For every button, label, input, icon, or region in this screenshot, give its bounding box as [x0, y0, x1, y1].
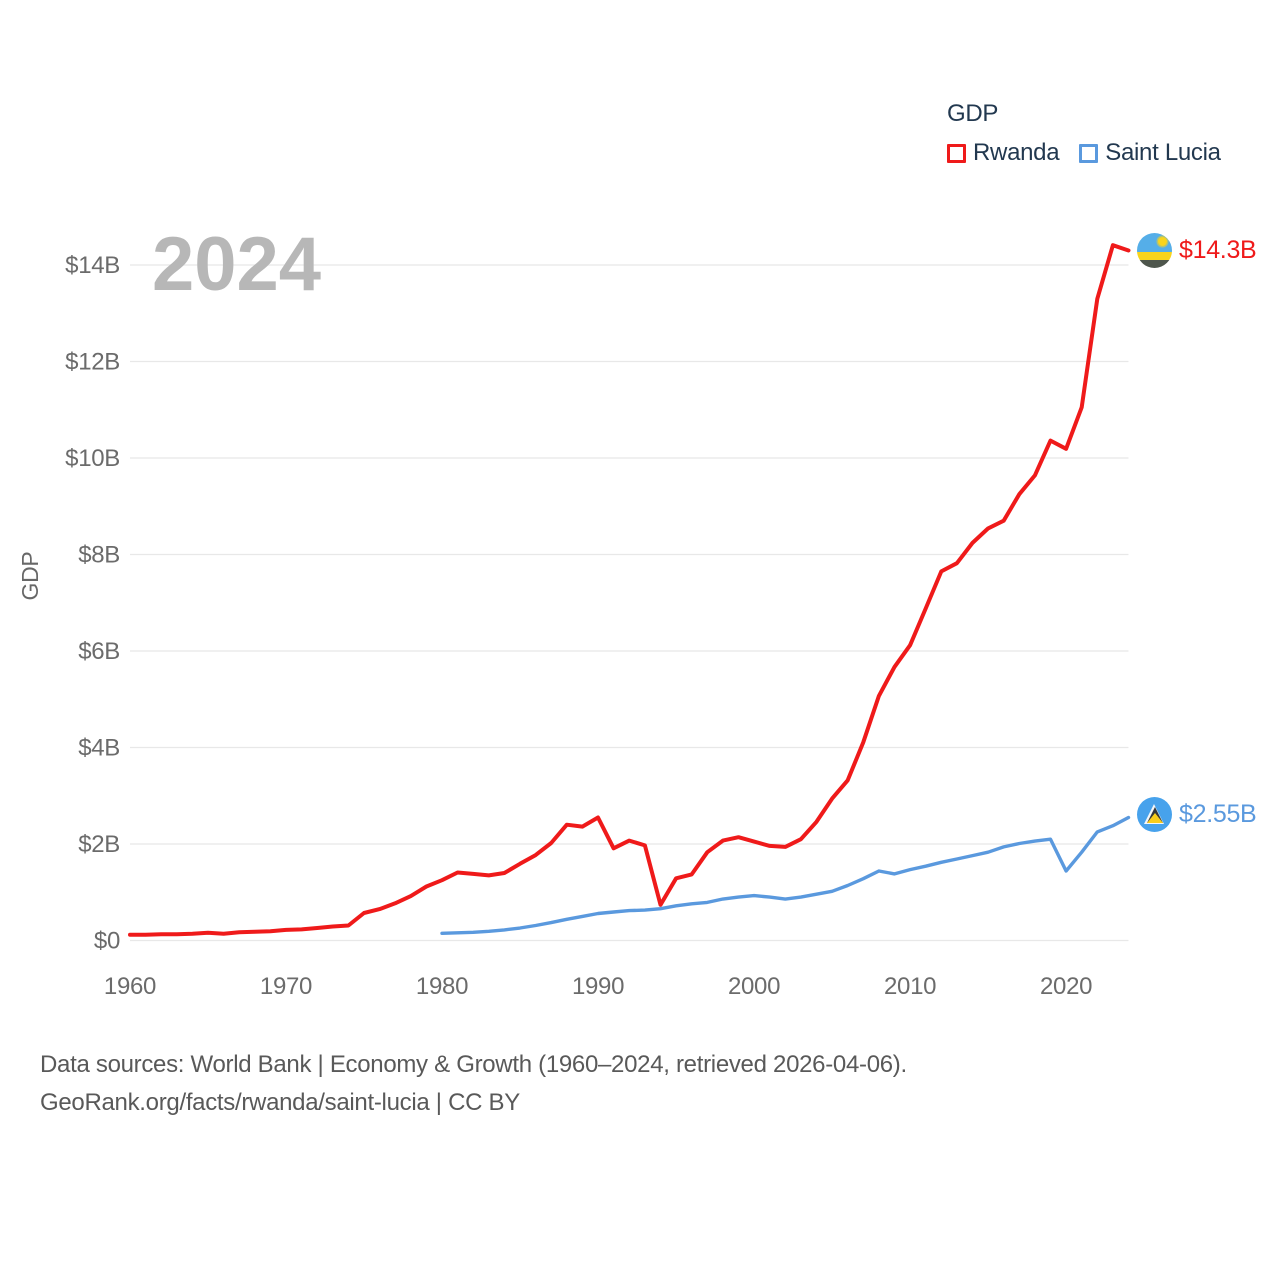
y-tick-label: $14B [65, 252, 120, 279]
rwanda-line[interactable] [128, 243, 1131, 937]
y-tick-label: $6B [78, 638, 120, 665]
saint-lucia-end-value: $2.55B [1179, 800, 1257, 828]
x-tick-label: 1970 [260, 973, 312, 1000]
legend-item-saint-lucia[interactable]: Saint Lucia [1079, 139, 1221, 167]
y-tick-label: $12B [65, 349, 120, 376]
x-tick-label: 2020 [1040, 973, 1092, 1000]
y-tick-label: $0 [94, 928, 120, 955]
saint-lucia-swatch-icon [1079, 143, 1099, 163]
rwanda-end-label: $14.3B [1137, 233, 1257, 268]
saint-lucia-end-label: $2.55B [1137, 797, 1257, 832]
legend-label-rwanda: Rwanda [973, 139, 1060, 166]
x-tick-label: 2010 [884, 973, 936, 1000]
footer-line-link: GeoRank.org/facts/rwanda/saint-lucia | C… [40, 1089, 520, 1116]
rwanda-swatch-icon [947, 143, 966, 163]
y-tick-label: $8B [78, 542, 120, 569]
legend-items: Rwanda Saint Lucia [947, 139, 1221, 167]
year-watermark: 2024 [152, 222, 322, 307]
footer-line-sources: Data sources: World Bank | Economy & Gro… [40, 1051, 907, 1078]
x-tick-label: 1990 [572, 973, 624, 1000]
footer-caption: Data sources: World Bank | Economy & Gro… [40, 1046, 907, 1122]
legend: GDP Rwanda Saint Lucia [947, 100, 1221, 167]
y-tick-label: $10B [65, 445, 120, 472]
y-axis-title: GDP [17, 551, 43, 601]
x-tick-label: 1960 [104, 973, 156, 1000]
rwanda-flag-icon [1137, 233, 1172, 268]
rwanda-end-value: $14.3B [1179, 236, 1257, 264]
saint-lucia-line[interactable] [440, 815, 1131, 935]
legend-title: GDP [947, 100, 999, 127]
legend-item-rwanda[interactable]: Rwanda [947, 139, 1060, 167]
y-tick-label: $4B [78, 735, 120, 762]
saint-lucia-flag-icon [1137, 797, 1172, 832]
y-tick-label: $2B [78, 831, 120, 858]
x-tick-label: 1980 [416, 973, 468, 1000]
legend-label-saint-lucia: Saint Lucia [1105, 139, 1221, 166]
x-tick-label: 2000 [728, 973, 780, 1000]
